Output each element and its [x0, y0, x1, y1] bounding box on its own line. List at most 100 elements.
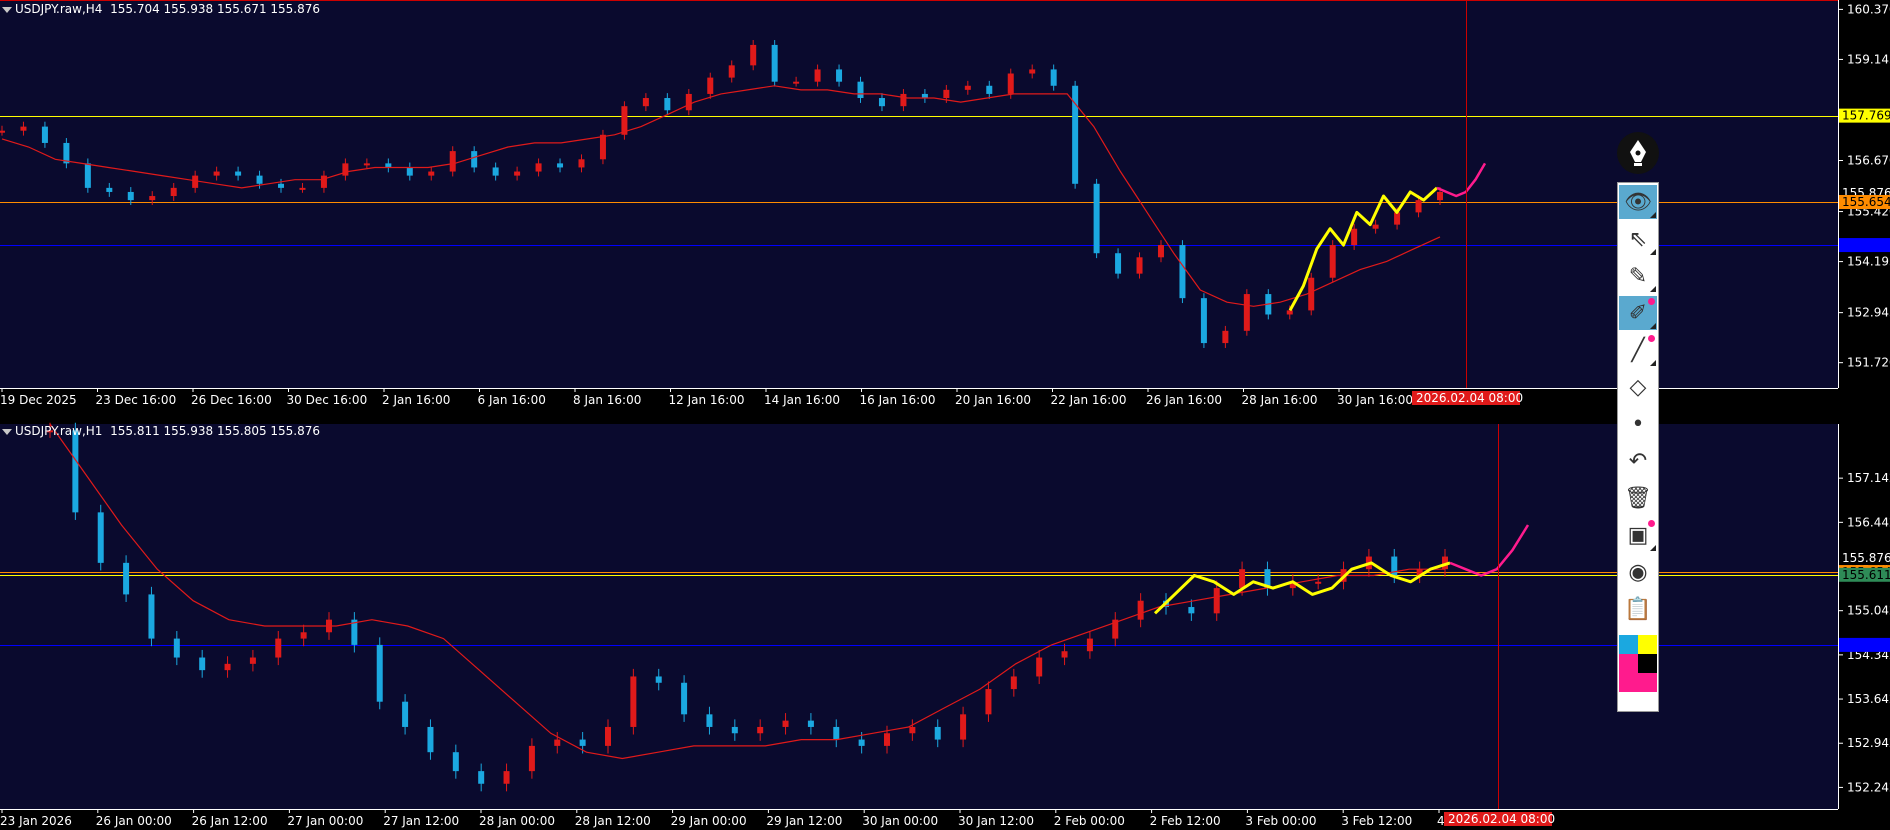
candle-body[interactable] — [707, 77, 714, 94]
pink-drawn-path[interactable] — [1436, 162, 1487, 198]
candle-body[interactable] — [385, 163, 392, 168]
candle-body[interactable] — [630, 676, 637, 727]
candle-body[interactable] — [106, 187, 113, 192]
candle-body[interactable] — [782, 720, 789, 727]
candle-body[interactable] — [964, 85, 971, 90]
candle-body[interactable] — [1029, 69, 1036, 74]
candle-body[interactable] — [807, 720, 814, 727]
candle-body[interactable] — [514, 171, 521, 176]
candle-body[interactable] — [1093, 183, 1100, 254]
moving-average-line[interactable] — [49, 423, 1445, 760]
eraser-icon[interactable]: ◇ — [1629, 374, 1647, 400]
color-swatch[interactable] — [1638, 654, 1657, 673]
candle-body[interactable] — [1036, 657, 1043, 677]
candle-body[interactable] — [1289, 581, 1296, 589]
candle-body[interactable] — [1137, 600, 1144, 620]
highlighter-icon[interactable]: ✐ — [1619, 296, 1657, 330]
h4-chart-svg[interactable]: 160.370159.145156.670155.420154.195152.9… — [0, 0, 1890, 412]
candle-body[interactable] — [750, 44, 757, 66]
candle-body[interactable] — [320, 175, 327, 188]
candle-body[interactable] — [1050, 69, 1057, 86]
candle-body[interactable] — [342, 163, 349, 176]
candle-body[interactable] — [1157, 245, 1164, 258]
color-swatch[interactable] — [1638, 673, 1657, 692]
price-label-box[interactable] — [1839, 551, 1890, 566]
price-label-box[interactable] — [1839, 108, 1890, 123]
candle-body[interactable] — [1394, 212, 1401, 225]
trash-icon[interactable]: 🗑 — [1624, 485, 1652, 511]
camera-icon[interactable]: ◉ — [1628, 559, 1648, 585]
candle-body[interactable] — [1308, 277, 1315, 311]
candle-body[interactable] — [814, 69, 821, 82]
candle-body[interactable] — [97, 512, 104, 563]
chart-pane-h4[interactable]: 160.370159.145156.670155.420154.195152.9… — [0, 0, 1890, 412]
candle-body[interactable] — [757, 726, 764, 734]
candle-body[interactable] — [278, 183, 285, 188]
candle-body[interactable] — [900, 93, 907, 107]
candle-body[interactable] — [685, 93, 692, 111]
candle-body[interactable] — [605, 726, 611, 746]
dot-icon[interactable]: • — [1631, 411, 1645, 437]
pen-off-icon[interactable]: ✎ — [1619, 259, 1657, 293]
candle-body[interactable] — [986, 85, 993, 94]
candle-body[interactable] — [428, 171, 435, 176]
candle-body[interactable] — [300, 632, 307, 639]
candle-body[interactable] — [213, 171, 220, 176]
candle-body[interactable] — [127, 191, 134, 201]
candle-body[interactable] — [1372, 224, 1379, 229]
candle-body[interactable] — [857, 81, 864, 99]
candle-body[interactable] — [1007, 73, 1014, 94]
candle-body[interactable] — [449, 151, 456, 172]
pink-drawn-path[interactable] — [1449, 524, 1530, 577]
color-swatch[interactable] — [1638, 635, 1657, 654]
candle-body[interactable] — [535, 163, 542, 172]
collapse-icon[interactable] — [2, 6, 12, 13]
candle-body[interactable] — [706, 714, 713, 727]
candle-body[interactable] — [934, 726, 941, 740]
candle-body[interactable] — [681, 682, 688, 715]
candle-body[interactable] — [1010, 676, 1017, 690]
moving-average-line[interactable] — [1, 85, 1441, 307]
candle-body[interactable] — [1264, 569, 1271, 589]
candle-body[interactable] — [1416, 569, 1423, 576]
candle-body[interactable] — [224, 663, 231, 671]
candle-body[interactable] — [402, 701, 409, 727]
candle-body[interactable] — [149, 196, 156, 201]
undo-icon[interactable]: ↶ — [1628, 448, 1648, 474]
candle-body[interactable] — [299, 187, 306, 190]
candle-body[interactable] — [921, 93, 928, 99]
arrow-cursor-icon[interactable]: ⇖ — [1619, 222, 1657, 256]
candle-body[interactable] — [579, 739, 586, 746]
candle-body[interactable] — [1315, 581, 1322, 584]
candle-body[interactable] — [858, 739, 865, 746]
candle-body[interactable] — [47, 430, 53, 433]
candle-body[interactable] — [793, 81, 800, 84]
plot-area[interactable] — [0, 0, 1838, 388]
candle-body[interactable] — [985, 689, 992, 715]
candle-body[interactable] — [148, 594, 155, 639]
candle-body[interactable] — [452, 752, 459, 772]
candle-body[interactable] — [1086, 638, 1093, 652]
price-label-box[interactable] — [1839, 567, 1890, 582]
candle-body[interactable] — [427, 726, 434, 753]
clipboard-icon[interactable]: 📋 — [1624, 596, 1652, 622]
candle-body[interactable] — [478, 771, 485, 784]
candle-body[interactable] — [363, 163, 370, 166]
h1-chart-svg[interactable]: 157.142156.442155.742155.042154.342153.6… — [0, 418, 1890, 830]
candle-body[interactable] — [41, 126, 48, 143]
candle-body[interactable] — [1437, 191, 1443, 201]
candle-body[interactable] — [492, 167, 499, 176]
color-swatch[interactable] — [1619, 635, 1638, 654]
candle-body[interactable] — [1329, 245, 1336, 278]
projector-icon[interactable]: ▣ — [1619, 518, 1657, 552]
candle-body[interactable] — [731, 726, 738, 734]
candle-body[interactable] — [63, 142, 70, 164]
candle-body[interactable] — [528, 745, 535, 772]
candle-body[interactable] — [1351, 228, 1358, 246]
color-swatch[interactable] — [1619, 673, 1638, 692]
candle-body[interactable] — [836, 69, 843, 82]
candle-body[interactable] — [376, 644, 383, 702]
candle-body[interactable] — [578, 159, 585, 168]
candle-body[interactable] — [256, 175, 263, 184]
candle-body[interactable] — [192, 175, 199, 188]
